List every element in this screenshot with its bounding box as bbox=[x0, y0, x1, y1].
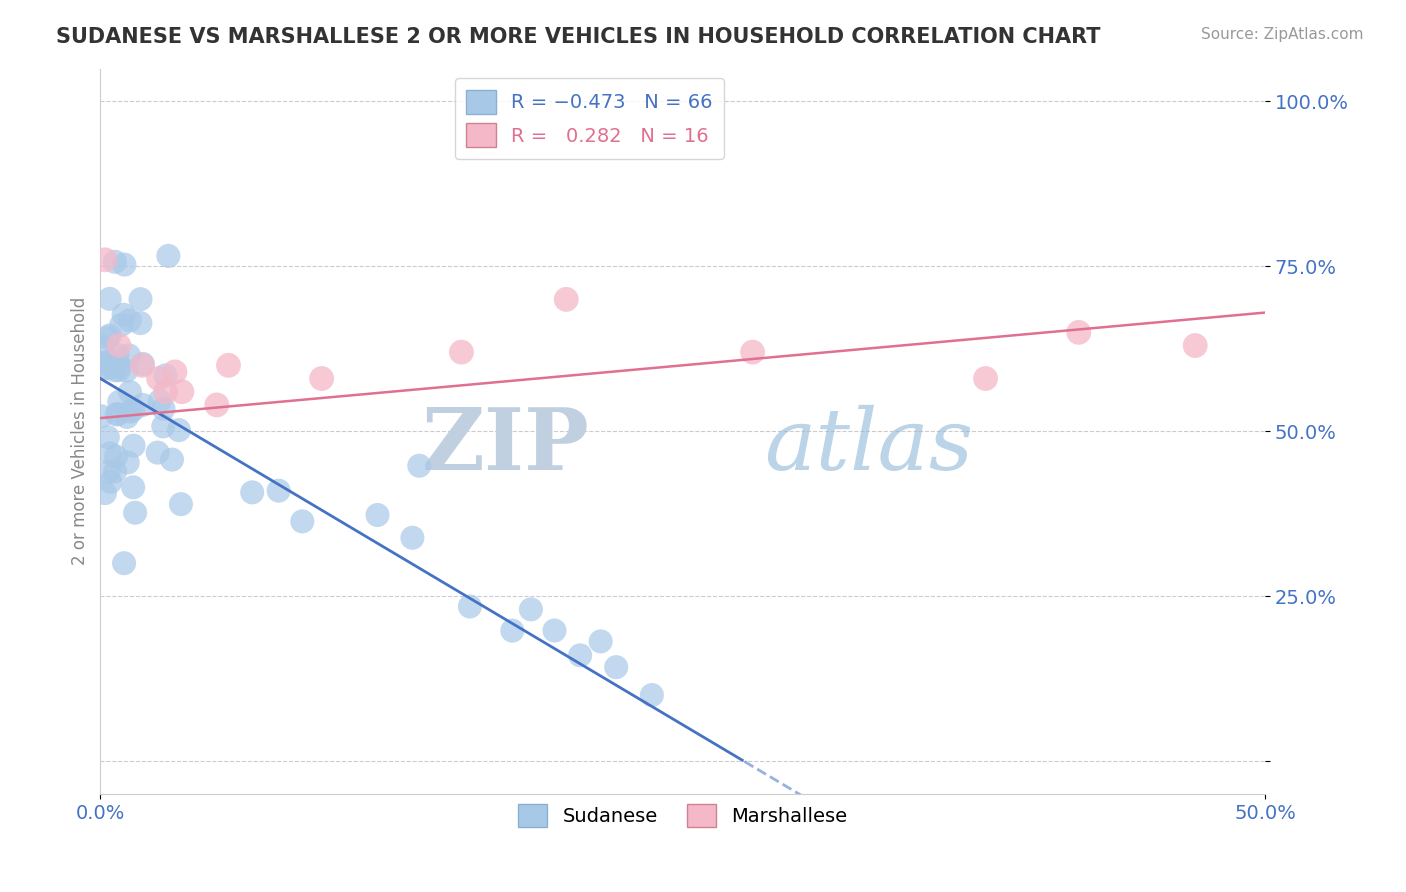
Point bbox=[94, 355, 117, 369]
Point bbox=[148, 371, 170, 385]
Point bbox=[291, 515, 314, 529]
Point bbox=[118, 313, 141, 327]
Y-axis label: 2 or more Vehicles in Household: 2 or more Vehicles in Household bbox=[72, 297, 89, 566]
Point bbox=[152, 401, 174, 416]
Text: atlas: atlas bbox=[765, 404, 973, 487]
Point bbox=[104, 465, 127, 479]
Point bbox=[97, 430, 120, 444]
Point bbox=[267, 483, 290, 498]
Point bbox=[170, 384, 193, 399]
Point bbox=[108, 338, 131, 352]
Point bbox=[96, 330, 118, 344]
Point bbox=[311, 371, 333, 385]
Point bbox=[367, 508, 389, 522]
Point bbox=[117, 456, 139, 470]
Point bbox=[110, 318, 132, 332]
Point bbox=[129, 292, 152, 306]
Point bbox=[108, 395, 131, 409]
Point bbox=[98, 354, 121, 368]
Point bbox=[118, 348, 141, 362]
Point bbox=[120, 405, 142, 419]
Point bbox=[131, 398, 153, 412]
Point bbox=[520, 602, 543, 616]
Point bbox=[112, 258, 135, 272]
Point bbox=[152, 419, 174, 434]
Point bbox=[124, 506, 146, 520]
Point bbox=[132, 357, 155, 371]
Point bbox=[97, 361, 120, 376]
Point bbox=[1184, 338, 1206, 352]
Point bbox=[90, 339, 112, 353]
Point bbox=[115, 409, 138, 424]
Point bbox=[105, 450, 128, 464]
Point bbox=[974, 371, 997, 385]
Point bbox=[104, 254, 127, 268]
Point bbox=[108, 359, 131, 373]
Point bbox=[543, 624, 565, 638]
Point bbox=[90, 409, 112, 424]
Point bbox=[131, 359, 153, 373]
Point bbox=[555, 293, 578, 307]
Point bbox=[98, 292, 121, 306]
Point bbox=[641, 688, 664, 702]
Point bbox=[98, 328, 121, 343]
Point bbox=[205, 398, 228, 412]
Point bbox=[458, 599, 481, 614]
Point bbox=[157, 249, 180, 263]
Point bbox=[107, 407, 129, 421]
Point bbox=[122, 480, 145, 494]
Legend: Sudanese, Marshallese: Sudanese, Marshallese bbox=[510, 796, 855, 835]
Point bbox=[501, 624, 523, 638]
Point bbox=[129, 316, 152, 330]
Point bbox=[1067, 326, 1090, 340]
Point bbox=[146, 445, 169, 459]
Text: Source: ZipAtlas.com: Source: ZipAtlas.com bbox=[1201, 27, 1364, 42]
Point bbox=[160, 452, 183, 467]
Point bbox=[408, 458, 430, 473]
Point bbox=[100, 475, 122, 489]
Point bbox=[122, 402, 145, 417]
Point bbox=[217, 359, 239, 373]
Point bbox=[105, 408, 128, 422]
Point bbox=[93, 361, 115, 376]
Point bbox=[589, 634, 612, 648]
Point bbox=[240, 485, 263, 500]
Point bbox=[98, 446, 121, 460]
Point bbox=[155, 368, 177, 383]
Point bbox=[107, 348, 129, 362]
Point bbox=[167, 423, 190, 437]
Point bbox=[122, 439, 145, 453]
Point bbox=[108, 363, 131, 377]
Point bbox=[94, 252, 117, 267]
Point bbox=[569, 648, 592, 663]
Point bbox=[450, 345, 472, 359]
Point bbox=[149, 394, 172, 409]
Point bbox=[170, 497, 193, 511]
Point bbox=[118, 385, 141, 400]
Text: ZIP: ZIP bbox=[422, 404, 589, 488]
Point bbox=[605, 660, 627, 674]
Point bbox=[94, 486, 117, 500]
Point bbox=[401, 531, 423, 545]
Point bbox=[97, 465, 120, 479]
Point bbox=[112, 556, 135, 570]
Point bbox=[741, 345, 763, 359]
Point bbox=[155, 384, 177, 399]
Point bbox=[115, 364, 138, 378]
Point bbox=[104, 363, 127, 377]
Text: SUDANESE VS MARSHALLESE 2 OR MORE VEHICLES IN HOUSEHOLD CORRELATION CHART: SUDANESE VS MARSHALLESE 2 OR MORE VEHICL… bbox=[56, 27, 1101, 46]
Point bbox=[112, 308, 135, 322]
Point bbox=[163, 365, 186, 379]
